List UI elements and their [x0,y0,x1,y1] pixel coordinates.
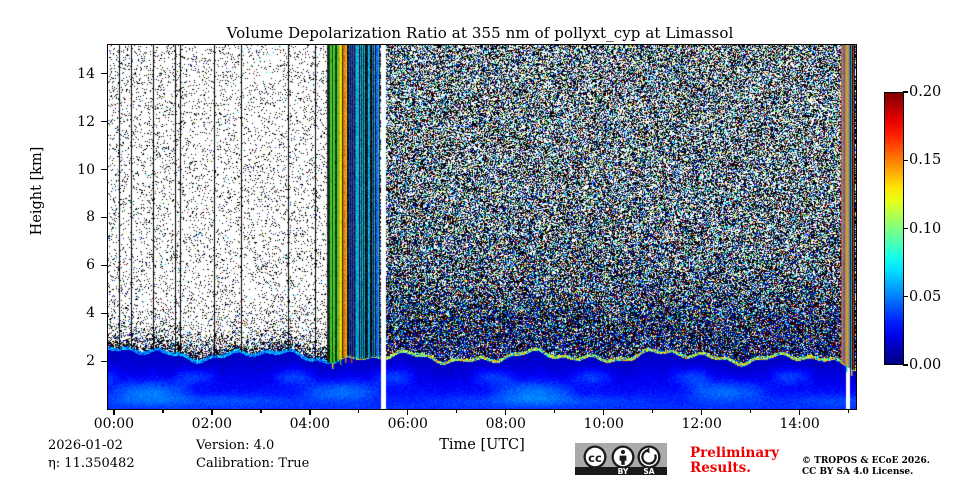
y-tick-mark [101,216,107,219]
colorbar-tick-mark [903,91,908,93]
x-tick-mark [505,409,507,415]
footer-eta: η: 11.350482 [48,456,135,471]
badge-sa-text: SA [643,467,654,475]
colorbar-tick-label: 0.00 [909,357,942,373]
x-tick-mark [603,409,605,415]
x-minor-tick-mark [554,409,556,413]
x-tick-label: 04:00 [289,416,330,432]
y-tick-mark [101,264,107,266]
colorbar-tick-label: 0.20 [909,84,942,100]
preliminary-line-2: Results. [690,460,751,476]
y-tick-label: 8 [86,209,95,226]
y-tick-label: 10 [77,161,95,178]
colorbar-tick-label: 0.10 [909,220,942,237]
x-minor-tick-mark [358,409,360,413]
x-axis-label: Time [UTC] [439,437,525,453]
x-tick-label: 06:00 [387,416,428,432]
x-minor-tick-mark [456,409,458,413]
x-tick-label: 12:00 [681,416,722,432]
colorbar-tick-mark [903,364,908,366]
colorbar-tick-mark [903,296,908,298]
copyright-line-1: © TROPOS & ECoE 2026. [802,456,930,466]
colorbar-tick-mark [903,159,908,161]
x-tick-mark [799,409,801,415]
y-tick-mark [101,312,107,314]
colorbar-tick-mark [903,227,908,230]
x-minor-tick-mark [162,409,164,413]
x-tick-mark [113,409,115,415]
copyright-line-2: CC BY SA 4.0 License. [802,467,914,477]
preliminary-line-1: Preliminary [690,445,780,461]
page-title: Volume Depolarization Ratio at 355 nm of… [226,24,734,42]
y-axis-label: Height [km] [29,146,45,236]
x-minor-tick-mark [260,409,262,413]
y-tick-label: 6 [86,257,95,274]
x-tick-mark [309,409,311,415]
x-minor-tick-mark [750,409,752,413]
x-minor-tick-mark [848,409,850,413]
depolarization-heatmap [108,45,856,409]
colorbar-tick-label: 0.15 [909,152,942,169]
x-tick-label: 10:00 [583,416,624,432]
preliminary-results-note: Preliminary Results. [690,446,800,476]
x-tick-label: 00:00 [93,416,135,432]
copyright-notice: © TROPOS & ECoE 2026. CC BY SA 4.0 Licen… [802,456,960,478]
footer-date: 2026-01-02 [48,438,123,453]
y-tick-label: 2 [86,353,95,370]
y-tick-mark [101,168,107,171]
badge-by-text: BY [618,467,629,475]
y-tick-label: 14 [77,65,95,82]
x-tick-mark [211,409,213,415]
x-minor-tick-mark [652,409,654,413]
colorbar [884,92,904,365]
colorbar-tick-label: 0.05 [909,288,942,305]
y-tick-mark [101,73,107,75]
y-tick-label: 12 [77,113,95,130]
footer-version: Version: 4.0 [196,438,275,453]
y-tick-mark [101,360,107,362]
svg-text:cc: cc [588,451,602,465]
x-tick-label: 08:00 [485,416,526,432]
x-tick-mark [701,409,703,415]
x-tick-label: 02:00 [191,416,233,432]
x-tick-label: 14:00 [779,416,820,432]
colorbar-gradient [885,93,903,364]
y-tick-label: 4 [86,305,95,322]
y-tick-mark [101,121,107,123]
x-tick-mark [407,409,409,415]
footer-calibration: Calibration: True [196,456,310,471]
plot-area [107,44,857,410]
cc-by-sa-license-icon: cc BY SA [575,443,667,475]
